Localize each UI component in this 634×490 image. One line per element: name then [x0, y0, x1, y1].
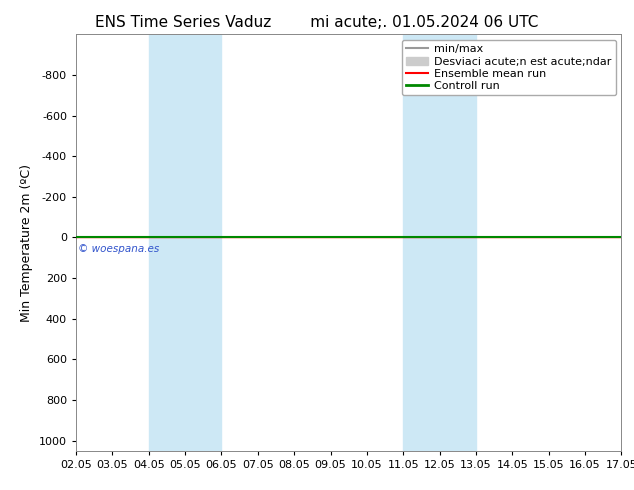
Text: ENS Time Series Vaduz        mi acute;. 01.05.2024 06 UTC: ENS Time Series Vaduz mi acute;. 01.05.2…	[95, 15, 539, 30]
Text: © woespana.es: © woespana.es	[78, 244, 159, 253]
Y-axis label: Min Temperature 2m (ºC): Min Temperature 2m (ºC)	[20, 164, 34, 321]
Legend: min/max, Desviaci acute;n est acute;ndar, Ensemble mean run, Controll run: min/max, Desviaci acute;n est acute;ndar…	[402, 40, 616, 96]
Bar	[403, 34, 476, 451]
Bar	[149, 34, 221, 451]
